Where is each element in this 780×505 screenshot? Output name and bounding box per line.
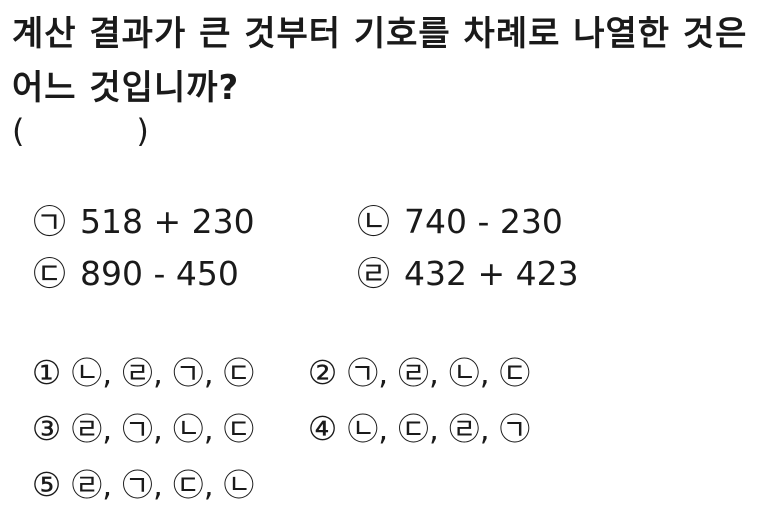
- item-c-expression: 890 - 450: [80, 254, 239, 293]
- item-d-mark: ㉣: [357, 254, 390, 293]
- choice-5-text: ㉣, ㉠, ㉢, ㉡: [71, 468, 254, 504]
- item-c: ㉢ 890 - 450: [12, 208, 239, 295]
- item-d-expression: 432 + 423: [404, 254, 579, 293]
- item-d: ㉣ 432 + 423: [336, 208, 579, 295]
- choice-5-number: ⑤: [32, 465, 62, 504]
- choice-4-text: ㉡, ㉢, ㉣, ㉠: [347, 412, 530, 448]
- item-c-mark: ㉢: [33, 254, 66, 293]
- choice-4[interactable]: ④ ㉡, ㉢, ㉣, ㉠: [288, 368, 530, 449]
- choice-4-number: ④: [308, 409, 338, 448]
- question-text-line-1: 계산 결과가 큰 것부터 기호를 차례로 나열한 것은: [12, 6, 747, 55]
- question-text-line-2: 어느 것입니까?: [12, 60, 239, 109]
- answer-blank: ( ): [12, 112, 149, 150]
